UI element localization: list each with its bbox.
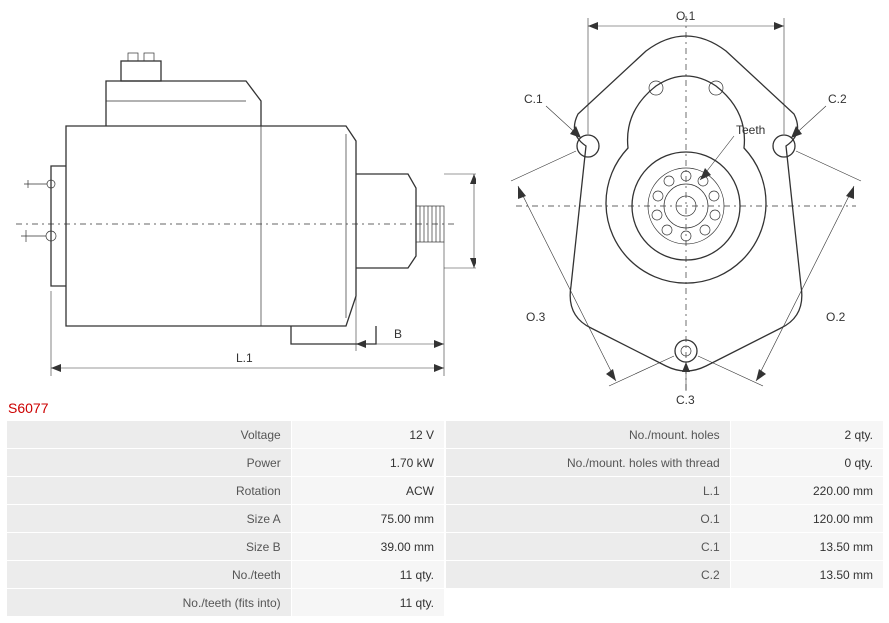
spec-label: Size A: [7, 505, 292, 533]
spec-value: 13.50 mm: [730, 561, 883, 589]
spec-label: L.1: [446, 477, 731, 505]
spec-value: [730, 589, 883, 617]
spec-value: 2 qty.: [730, 421, 883, 449]
dim-label-c3: C.3: [676, 393, 695, 406]
spec-label: C.2: [446, 561, 731, 589]
spec-row: C.213.50 mm: [446, 561, 884, 589]
spec-row: [446, 589, 884, 617]
spec-table-right: No./mount. holes2 qty.No./mount. holes w…: [445, 420, 884, 617]
spec-value: 75.00 mm: [291, 505, 444, 533]
dim-label-b: B: [394, 327, 402, 341]
spec-value: 13.50 mm: [730, 533, 883, 561]
spec-value: 39.00 mm: [291, 533, 444, 561]
spec-value: 220.00 mm: [730, 477, 883, 505]
dim-label-c1: C.1: [524, 92, 543, 106]
spec-tables: Voltage12 VPower1.70 kWRotationACWSize A…: [6, 420, 884, 617]
dim-label-c2: C.2: [828, 92, 847, 106]
spec-label: Voltage: [7, 421, 292, 449]
spec-value: 11 qty.: [291, 589, 444, 617]
spec-label: Rotation: [7, 477, 292, 505]
spec-label: No./mount. holes: [446, 421, 731, 449]
spec-label: Power: [7, 449, 292, 477]
dim-label-o3: O.3: [526, 310, 546, 324]
dim-label-o2: O.2: [826, 310, 846, 324]
spec-table-left: Voltage12 VPower1.70 kWRotationACWSize A…: [6, 420, 445, 617]
side-view-diagram: A B L.1: [6, 6, 476, 396]
spec-label: [446, 589, 731, 617]
spec-row: C.113.50 mm: [446, 533, 884, 561]
spec-row: No./mount. holes2 qty.: [446, 421, 884, 449]
spec-row: L.1220.00 mm: [446, 477, 884, 505]
spec-label: No./mount. holes with thread: [446, 449, 731, 477]
spec-label: Size B: [7, 533, 292, 561]
spec-value: ACW: [291, 477, 444, 505]
spec-row: Power1.70 kW: [7, 449, 445, 477]
spec-value: 1.70 kW: [291, 449, 444, 477]
spec-row: Size B39.00 mm: [7, 533, 445, 561]
spec-row: Size A75.00 mm: [7, 505, 445, 533]
spec-row: O.1120.00 mm: [446, 505, 884, 533]
spec-row: Voltage12 V: [7, 421, 445, 449]
spec-value: 120.00 mm: [730, 505, 883, 533]
dim-label-o1: O.1: [676, 9, 696, 23]
diagram-row: A B L.1: [6, 6, 883, 396]
spec-label: O.1: [446, 505, 731, 533]
spec-row: No./mount. holes with thread0 qty.: [446, 449, 884, 477]
spec-label: C.1: [446, 533, 731, 561]
spec-value: 0 qty.: [730, 449, 883, 477]
spec-value: 11 qty.: [291, 561, 444, 589]
spec-row: No./teeth11 qty.: [7, 561, 445, 589]
dim-label-teeth: Teeth: [736, 123, 765, 137]
spec-value: 12 V: [291, 421, 444, 449]
spec-label: No./teeth (fits into): [7, 589, 292, 617]
spec-label: No./teeth: [7, 561, 292, 589]
dim-label-l1: L.1: [236, 351, 253, 365]
spec-row: No./teeth (fits into)11 qty.: [7, 589, 445, 617]
spec-row: RotationACW: [7, 477, 445, 505]
front-view-diagram: O.1 C.1 C.2 C.3 Teeth: [496, 6, 876, 396]
